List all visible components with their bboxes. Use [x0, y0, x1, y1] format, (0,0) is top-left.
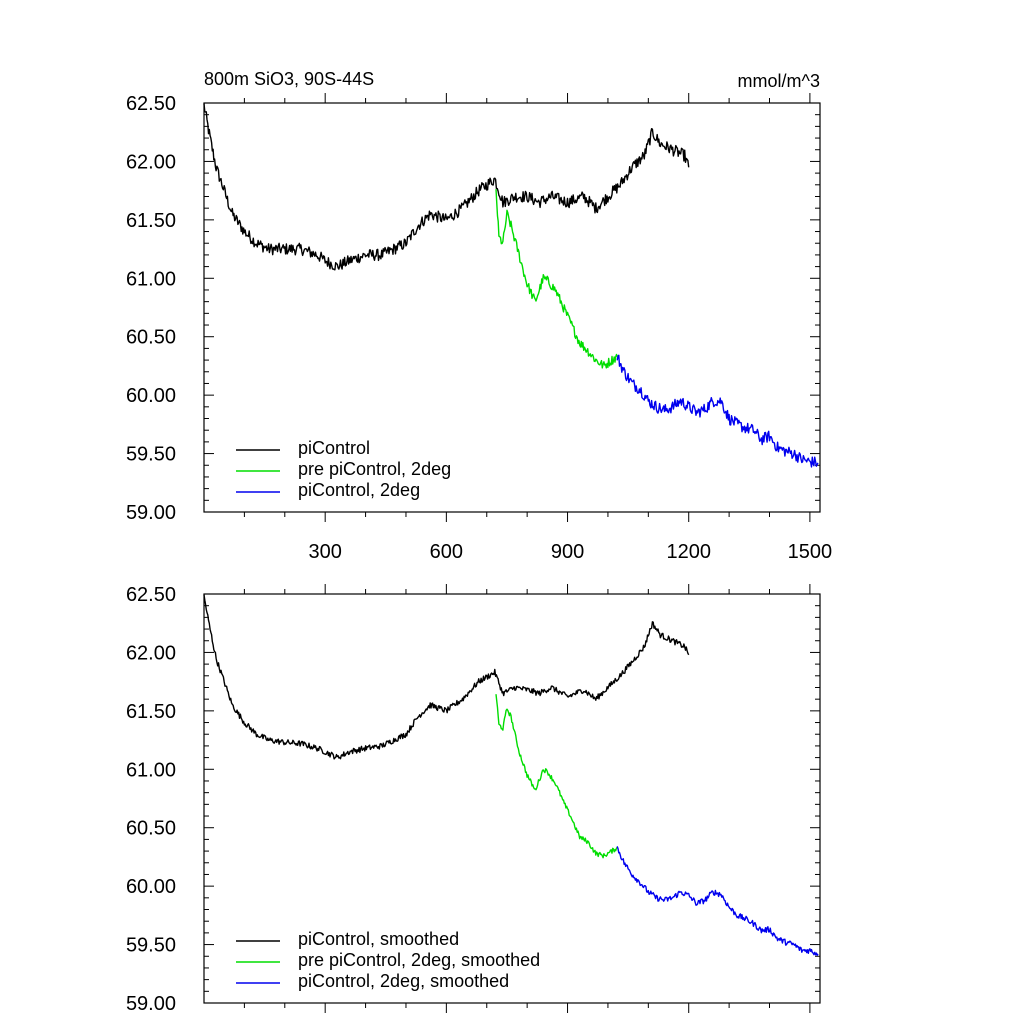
x-tick-label: 1500 — [788, 541, 833, 563]
series-line-1 — [203, 594, 690, 760]
series-line-2 — [495, 189, 618, 369]
y-tick-label: 60.50 — [126, 818, 176, 840]
y-tick-label: 62.00 — [126, 151, 176, 173]
x-tick-label: 600 — [430, 541, 463, 563]
legend-label-1: piControl — [298, 438, 370, 458]
x-tick-label: 1200 — [666, 541, 711, 563]
y-tick-label: 60.50 — [126, 327, 176, 349]
chart-units: mmol/m^3 — [738, 71, 820, 91]
series-line-3 — [616, 354, 819, 468]
plot-frame — [203, 593, 821, 1004]
chart-panel-1: 59.00 59.50 60.00 60.50 61.00 61.50 62.00 62.50… — [126, 69, 832, 563]
y-tick-label: 60.00 — [126, 876, 176, 898]
y-tick-label: 60.00 — [126, 385, 176, 407]
legend-label-2: pre piControl, 2deg, smoothed — [298, 950, 540, 970]
series-line-2 — [495, 694, 618, 859]
legend-label-2: pre piControl, 2deg — [298, 459, 451, 479]
y-tick-label: 59.00 — [126, 993, 176, 1015]
y-tick-label: 61.50 — [126, 701, 176, 723]
legend-label-3: piControl, 2deg, smoothed — [298, 971, 509, 991]
series-line-3 — [616, 846, 819, 956]
y-tick-label: 59.50 — [126, 935, 176, 957]
chart-title: 800m SiO3, 90S-44S — [204, 69, 374, 89]
y-tick-label: 62.00 — [126, 642, 176, 664]
x-tick-label: 900 — [551, 541, 584, 563]
y-tick-label: 62.50 — [126, 93, 176, 115]
chart-panel-2: 59.00 59.50 60.00 60.50 61.00 61.50 62.00 62.50… — [126, 584, 821, 1015]
y-tick-label: 61.00 — [126, 759, 176, 781]
y-tick-label: 62.50 — [126, 584, 176, 606]
legend-label-1: piControl, smoothed — [298, 929, 459, 949]
plot-frame — [203, 102, 821, 513]
x-tick-label: 300 — [308, 541, 341, 563]
y-tick-label: 61.50 — [126, 210, 176, 232]
y-tick-label: 61.00 — [126, 268, 176, 290]
series-line-1 — [203, 103, 690, 271]
y-tick-label: 59.00 — [126, 502, 176, 524]
legend-label-3: piControl, 2deg — [298, 480, 420, 500]
y-tick-label: 59.50 — [126, 444, 176, 466]
